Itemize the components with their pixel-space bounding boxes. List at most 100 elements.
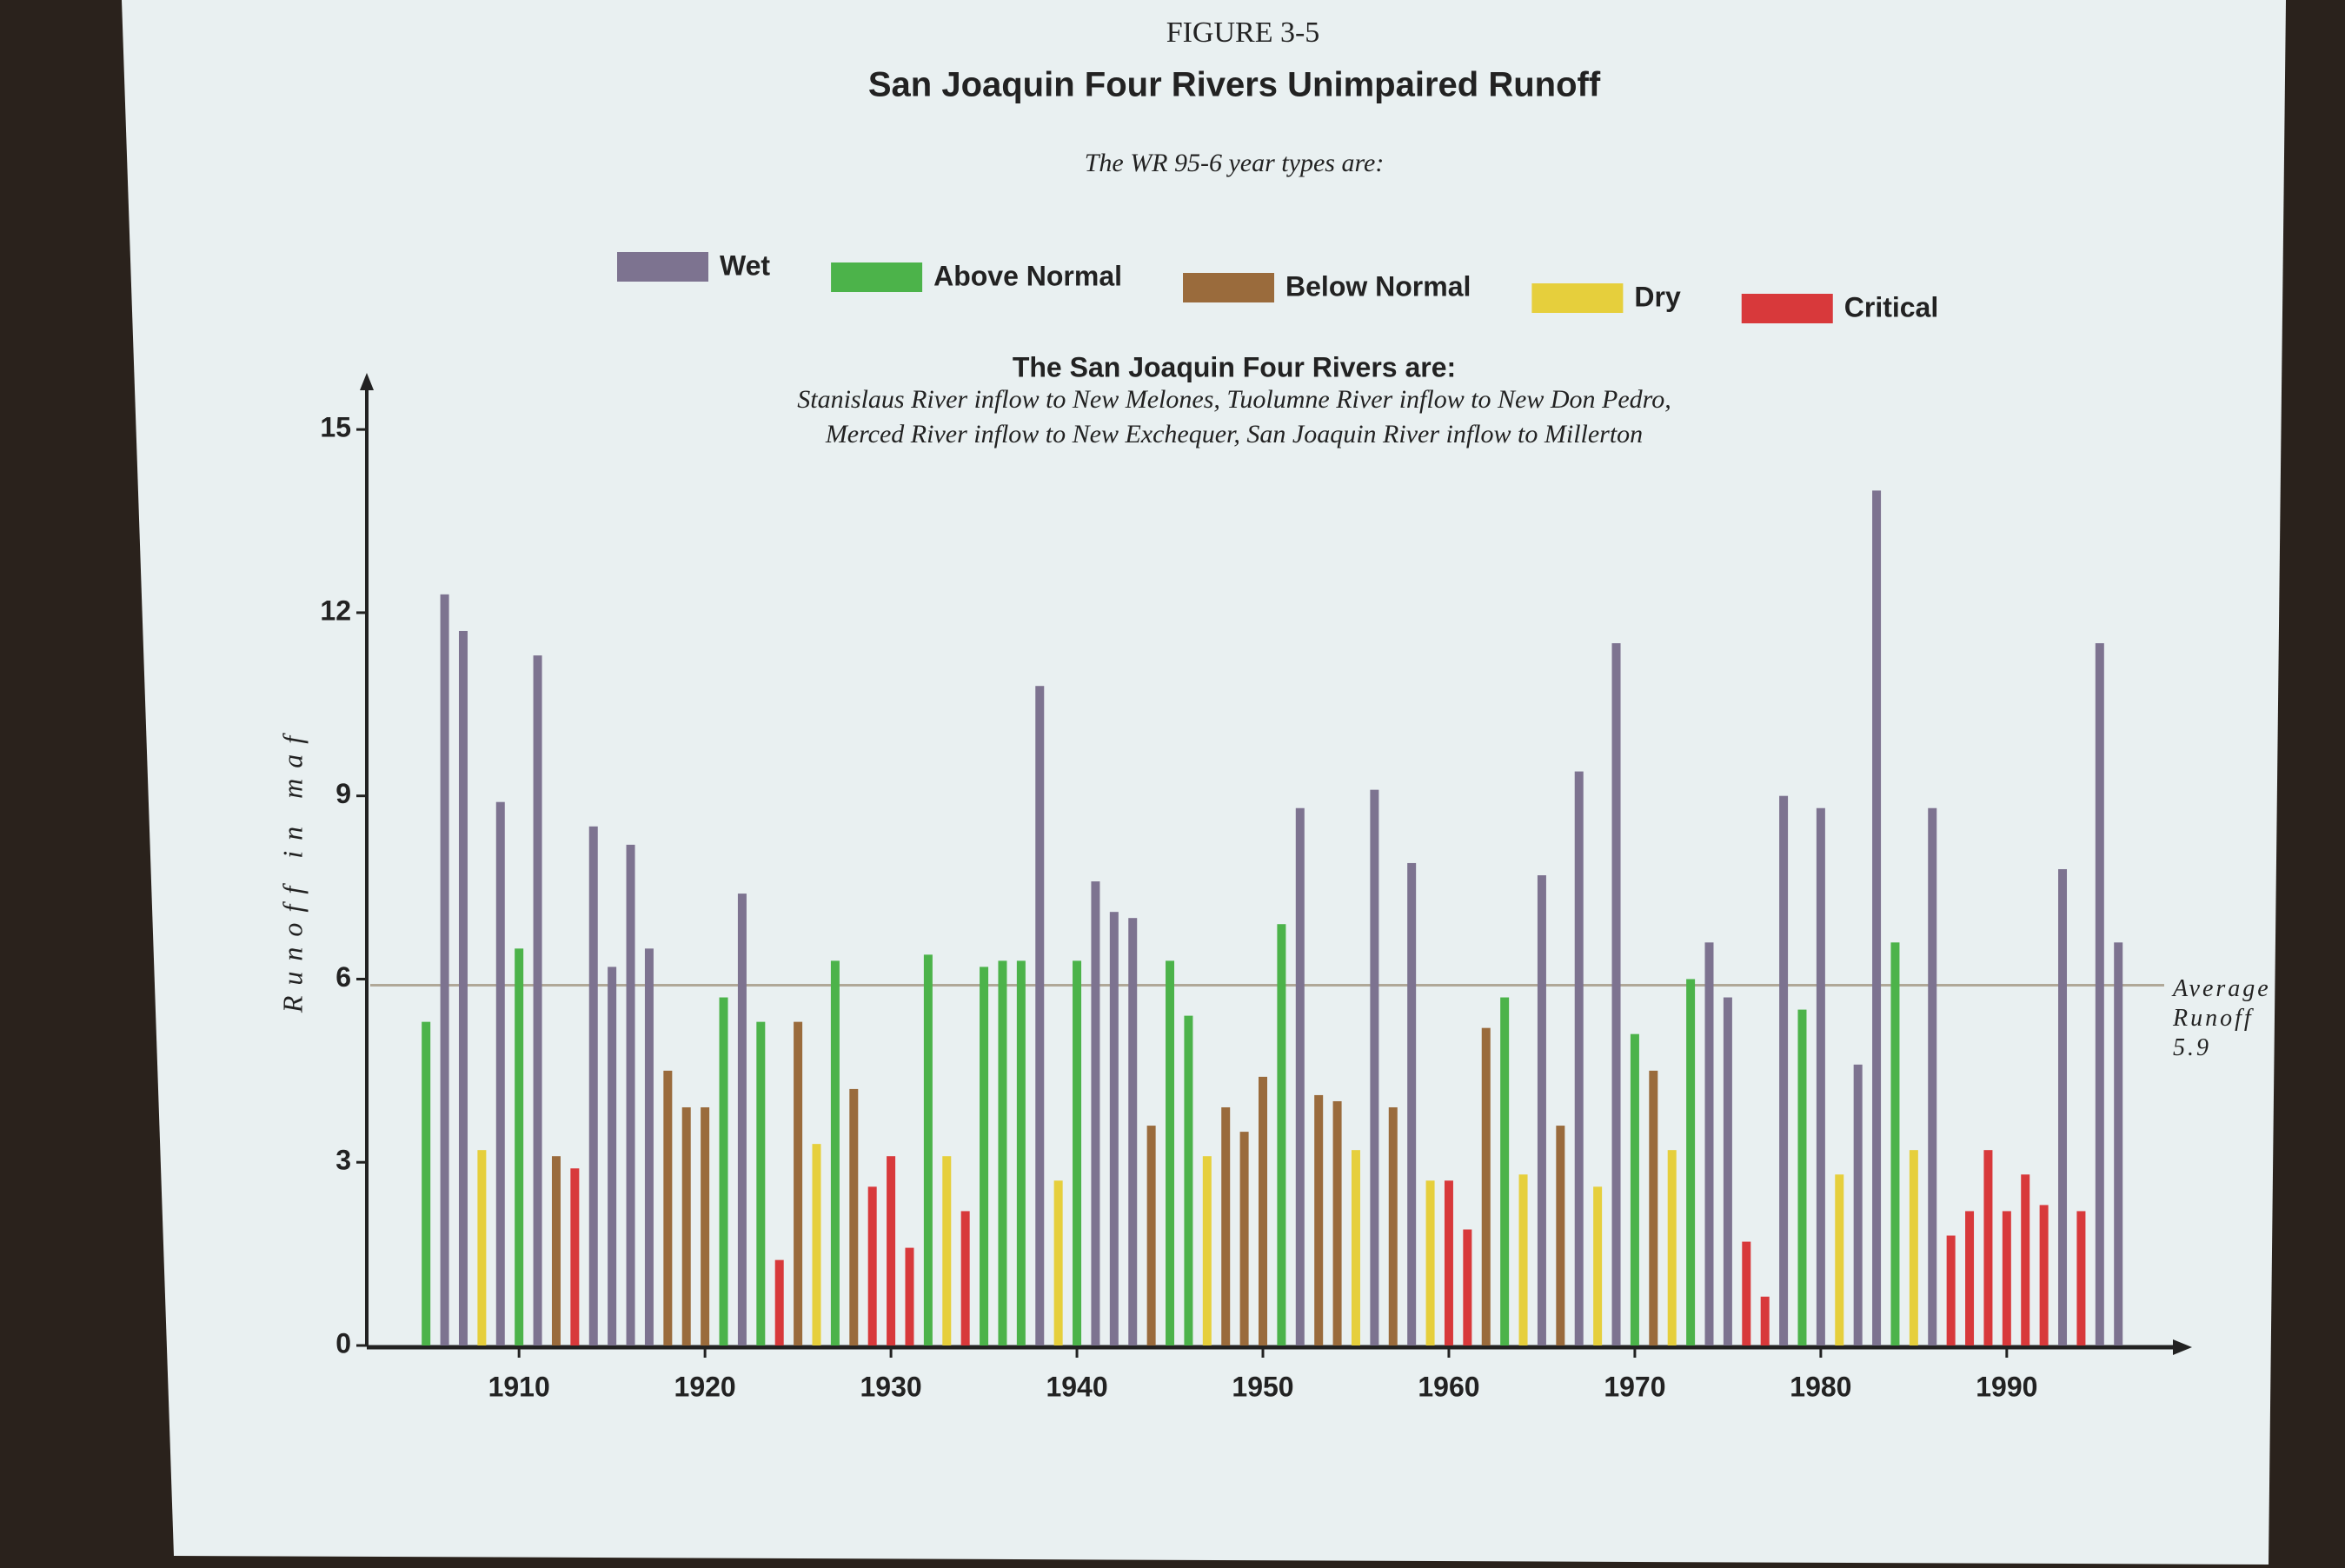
y-tick-label: 0 <box>335 1327 351 1359</box>
bar <box>1314 1094 1324 1345</box>
legend-swatch <box>831 262 923 292</box>
bar <box>1128 918 1138 1345</box>
bar <box>887 1156 896 1345</box>
bar <box>1518 1174 1528 1345</box>
bar <box>2021 1174 2030 1345</box>
bar <box>1890 942 1900 1345</box>
bar <box>440 594 449 1345</box>
bar <box>551 1156 561 1345</box>
legend-swatch <box>1741 294 1833 323</box>
bar <box>1407 862 1417 1345</box>
bar <box>980 967 989 1345</box>
bar <box>1667 1150 1677 1345</box>
bar <box>1463 1229 1472 1345</box>
bar <box>960 1211 970 1345</box>
x-tick-label: 1940 <box>1046 1371 1107 1402</box>
subtitle: The WR 95-6 year types are: <box>1085 149 1385 177</box>
bar <box>608 967 617 1345</box>
bar <box>1332 1100 1342 1345</box>
x-tick-label: 1950 <box>1232 1371 1293 1402</box>
legend-label: Wet <box>720 249 770 281</box>
bar <box>1556 1126 1565 1345</box>
bar <box>812 1144 821 1345</box>
legend-label: Dry <box>1634 281 1681 312</box>
rivers-heading: The San Joaquin Four Rivers are: <box>1013 351 1456 382</box>
bar <box>681 1106 691 1345</box>
y-axis-arrow <box>360 373 374 390</box>
x-tick-label: 1930 <box>860 1371 921 1402</box>
bar <box>1425 1180 1435 1345</box>
bar <box>1630 1033 1639 1345</box>
bar <box>1611 643 1621 1345</box>
bar <box>626 844 635 1345</box>
legend-swatch <box>1531 283 1624 313</box>
legend-label: Critical <box>1844 291 1938 322</box>
y-tick-label: 15 <box>320 412 351 443</box>
average-label: Runoff <box>2172 1005 2254 1032</box>
y-tick-label: 9 <box>335 778 351 809</box>
bar <box>1779 795 1789 1345</box>
bar <box>1928 807 1937 1345</box>
bar <box>588 826 598 1345</box>
bar <box>1593 1186 1603 1345</box>
bar <box>830 960 840 1345</box>
bar <box>867 1186 877 1345</box>
bar <box>663 1070 673 1345</box>
bar <box>1221 1106 1231 1345</box>
bar <box>1983 1150 1993 1345</box>
bar <box>849 1088 859 1345</box>
bar <box>1259 1076 1267 1345</box>
legend-label: Above Normal <box>933 260 1122 291</box>
bar <box>1853 1064 1863 1345</box>
bar <box>1835 1174 1844 1345</box>
bar <box>1574 771 1584 1345</box>
bar <box>1872 490 1882 1345</box>
bar <box>2039 1205 2049 1345</box>
bar <box>533 655 542 1345</box>
y-tick-label: 6 <box>335 961 351 993</box>
x-axis-arrow <box>2173 1339 2192 1355</box>
bar <box>1909 1150 1918 1345</box>
rivers-note: Stanislaus River inflow to New Melones, … <box>797 385 1671 414</box>
bar <box>774 1259 784 1345</box>
x-tick-label: 1990 <box>1976 1371 2037 1402</box>
bar <box>1816 807 1825 1345</box>
bar <box>458 630 468 1345</box>
x-tick-label: 1980 <box>1790 1371 1851 1402</box>
bar <box>2002 1211 2011 1345</box>
bar <box>1704 942 1714 1345</box>
bar <box>1016 960 1026 1345</box>
bar <box>1184 1015 1193 1345</box>
average-value: 5.9 <box>2173 1034 2211 1061</box>
bar <box>515 948 524 1345</box>
figure-label: FIGURE 3-5 <box>1166 17 1320 49</box>
bar <box>1388 1106 1398 1345</box>
bar <box>794 1021 803 1345</box>
bar <box>477 1150 487 1345</box>
bar <box>2058 868 2068 1345</box>
bar <box>1053 1180 1063 1345</box>
bar <box>1742 1241 1751 1345</box>
bar <box>1481 1027 1491 1345</box>
bar <box>644 948 654 1345</box>
bar <box>1649 1070 1658 1345</box>
bar <box>719 997 728 1345</box>
rivers-note: Merced River inflow to New Exchequer, Sa… <box>825 420 1643 448</box>
bar <box>737 894 747 1345</box>
bar <box>1965 1211 1975 1345</box>
bar <box>1500 997 1510 1345</box>
bar <box>1686 979 1696 1345</box>
bar <box>923 954 933 1345</box>
bar <box>1146 1126 1156 1345</box>
legend-swatch <box>617 252 708 282</box>
bar <box>1035 686 1045 1345</box>
bar <box>422 1021 431 1345</box>
bar <box>1351 1150 1360 1345</box>
y-axis-label: Runoff in maf <box>276 726 308 1013</box>
bar <box>1537 875 1546 1345</box>
bar <box>942 1156 952 1345</box>
x-tick-label: 1920 <box>674 1371 736 1402</box>
x-tick-label: 1960 <box>1418 1371 1479 1402</box>
x-tick-label: 1970 <box>1604 1371 1665 1402</box>
